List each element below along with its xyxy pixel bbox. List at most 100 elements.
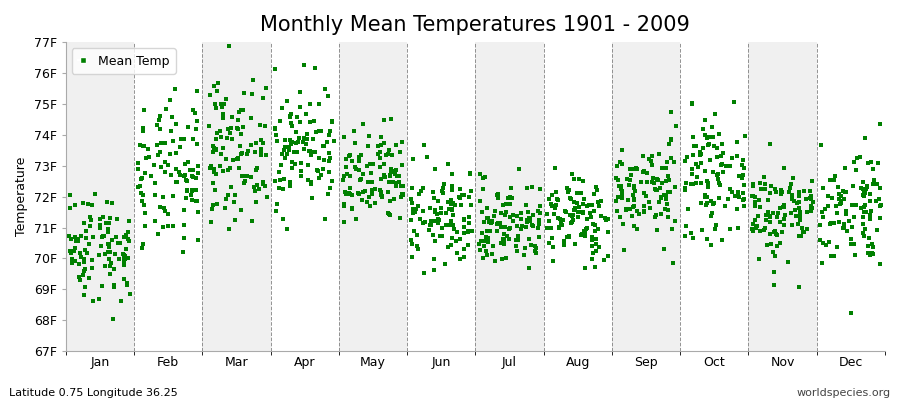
Point — [856, 230, 870, 236]
Point — [428, 209, 442, 215]
Point — [186, 106, 201, 113]
Point — [574, 190, 589, 196]
Point — [502, 194, 517, 201]
Point — [723, 162, 737, 169]
Point — [302, 148, 316, 154]
Point — [594, 213, 608, 220]
Point — [323, 128, 338, 134]
Point — [259, 194, 274, 200]
Point — [153, 140, 167, 146]
Point — [475, 186, 490, 192]
Point — [556, 217, 571, 224]
Point — [661, 214, 675, 220]
Point — [774, 187, 788, 194]
Point — [348, 140, 363, 146]
Point — [757, 227, 771, 234]
Point — [649, 187, 663, 193]
Point — [106, 266, 121, 273]
Point — [873, 202, 887, 209]
Point — [290, 114, 304, 120]
Point — [648, 214, 662, 220]
Point — [685, 100, 699, 106]
Point — [680, 206, 695, 212]
Point — [775, 188, 789, 195]
Point — [428, 166, 443, 172]
Point — [408, 209, 422, 216]
Point — [615, 188, 629, 194]
Point — [101, 249, 115, 256]
Point — [473, 238, 488, 244]
Point — [219, 205, 233, 211]
Point — [491, 195, 505, 201]
Point — [689, 174, 704, 180]
Point — [590, 187, 604, 193]
Point — [462, 214, 476, 220]
Point — [622, 182, 636, 189]
Point — [336, 177, 350, 184]
Point — [770, 243, 785, 249]
Point — [476, 175, 491, 181]
Point — [343, 191, 357, 197]
Point — [134, 176, 148, 182]
Point — [436, 184, 451, 191]
Point — [478, 174, 492, 180]
Point — [623, 206, 637, 212]
Point — [871, 160, 886, 166]
Point — [735, 172, 750, 178]
Point — [97, 233, 112, 239]
Point — [244, 142, 258, 148]
Point — [748, 199, 762, 205]
Point — [278, 137, 293, 143]
Point — [561, 188, 575, 195]
Bar — [202, 42, 271, 351]
Point — [168, 121, 183, 128]
Point — [177, 222, 192, 228]
Point — [528, 248, 543, 254]
Point — [339, 156, 354, 162]
Point — [405, 240, 419, 247]
Point — [392, 215, 407, 221]
Point — [65, 260, 79, 266]
Point — [799, 226, 814, 232]
Point — [704, 213, 718, 220]
Point — [707, 226, 722, 232]
Point — [718, 203, 733, 210]
Point — [102, 244, 116, 250]
Point — [792, 233, 806, 239]
Point — [827, 173, 842, 180]
Point — [715, 161, 729, 167]
Point — [436, 188, 450, 194]
Point — [114, 298, 129, 304]
Point — [158, 140, 173, 146]
Point — [450, 250, 464, 256]
Point — [221, 225, 236, 232]
Point — [444, 201, 458, 208]
Point — [659, 192, 673, 199]
Point — [423, 218, 437, 224]
Point — [76, 258, 91, 265]
Point — [314, 172, 328, 178]
Point — [130, 184, 145, 190]
Point — [725, 188, 740, 195]
Point — [373, 164, 387, 170]
Point — [423, 222, 437, 228]
Point — [339, 191, 354, 197]
Point — [144, 173, 158, 179]
Point — [345, 192, 359, 198]
Point — [158, 158, 173, 165]
Bar — [271, 42, 338, 351]
Point — [135, 128, 149, 134]
Point — [414, 188, 428, 194]
Point — [771, 209, 786, 216]
Point — [385, 152, 400, 158]
Point — [804, 204, 818, 210]
Point — [706, 201, 721, 208]
Point — [591, 202, 606, 209]
Point — [153, 204, 167, 210]
Point — [858, 202, 872, 208]
Point — [814, 142, 828, 148]
Point — [686, 151, 700, 158]
Point — [386, 167, 400, 174]
Point — [73, 277, 87, 283]
Point — [213, 163, 228, 170]
